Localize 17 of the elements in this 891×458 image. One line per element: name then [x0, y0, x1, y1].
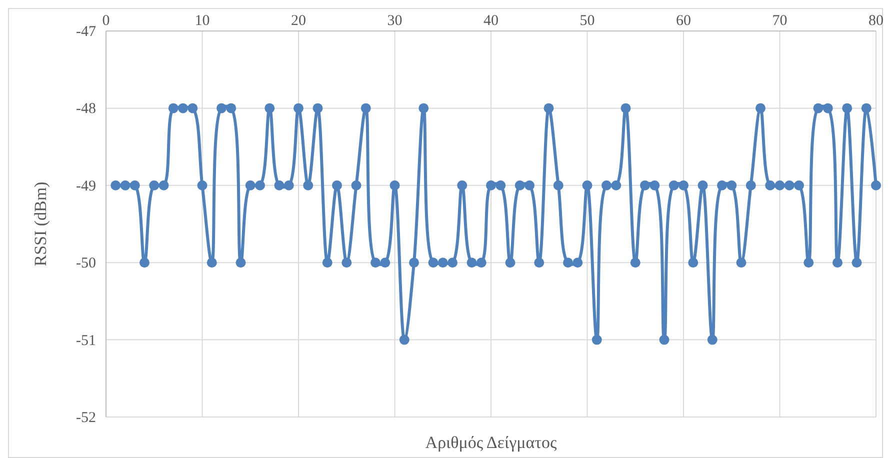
y-tick-label: -47: [76, 24, 96, 40]
x-tick-label: 60: [676, 13, 691, 29]
y-tick-label: -49: [76, 178, 96, 194]
x-tick-label: 10: [194, 13, 210, 29]
x-tick-label: 0: [102, 13, 110, 29]
y-tick-label: -52: [76, 410, 96, 426]
x-tick-label: 20: [291, 13, 306, 29]
x-tick-label: 40: [484, 13, 498, 29]
x-tick-label: 30: [387, 13, 402, 29]
y-tick-label: -51: [76, 332, 96, 349]
x-tick-label: 80: [868, 13, 884, 29]
x-tick-label: 70: [772, 13, 788, 29]
y-axis-title: RSSI (dBm): [31, 182, 50, 266]
x-tick-label: 50: [580, 13, 595, 29]
y-tick-label: -48: [76, 101, 96, 118]
y-tick-label: -50: [76, 256, 96, 272]
x-axis-title: Αριθμός Δείγματος: [425, 433, 557, 452]
